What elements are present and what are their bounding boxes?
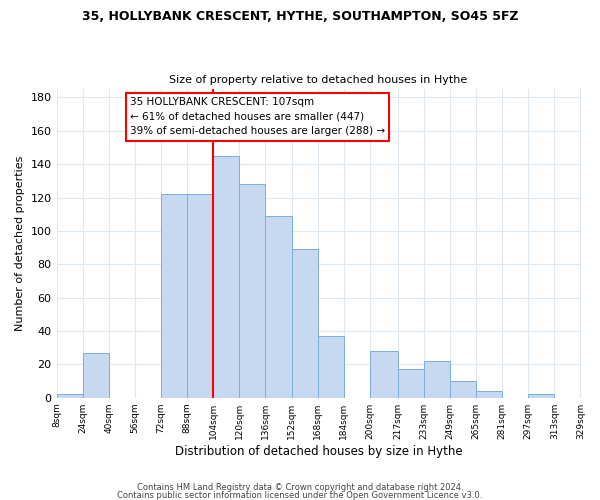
Bar	[528, 394, 554, 398]
Bar	[398, 370, 424, 398]
Title: Size of property relative to detached houses in Hythe: Size of property relative to detached ho…	[169, 76, 467, 86]
Text: 35 HOLLYBANK CRESCENT: 107sqm
← 61% of detached houses are smaller (447)
39% of : 35 HOLLYBANK CRESCENT: 107sqm ← 61% of d…	[130, 97, 385, 136]
Bar	[424, 361, 450, 398]
Bar	[239, 184, 265, 398]
Text: Contains public sector information licensed under the Open Government Licence v3: Contains public sector information licen…	[118, 491, 482, 500]
Bar	[450, 381, 476, 398]
Text: Contains HM Land Registry data © Crown copyright and database right 2024.: Contains HM Land Registry data © Crown c…	[137, 484, 463, 492]
Bar	[265, 216, 292, 398]
Bar	[83, 352, 109, 398]
Bar	[476, 391, 502, 398]
Y-axis label: Number of detached properties: Number of detached properties	[15, 156, 25, 331]
Bar	[161, 194, 187, 398]
Bar	[370, 351, 398, 398]
Bar	[187, 194, 213, 398]
X-axis label: Distribution of detached houses by size in Hythe: Distribution of detached houses by size …	[175, 444, 463, 458]
Bar	[318, 336, 344, 398]
Text: 35, HOLLYBANK CRESCENT, HYTHE, SOUTHAMPTON, SO45 5FZ: 35, HOLLYBANK CRESCENT, HYTHE, SOUTHAMPT…	[82, 10, 518, 23]
Bar	[292, 249, 318, 398]
Bar	[56, 394, 83, 398]
Bar	[213, 156, 239, 398]
